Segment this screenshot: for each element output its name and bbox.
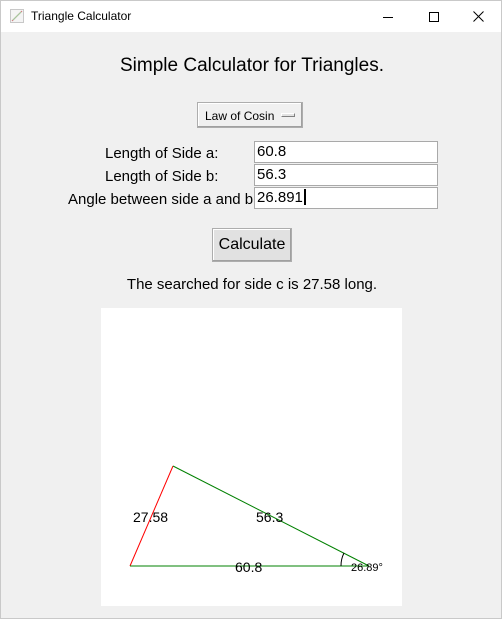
dropdown-selected-value: Law of Cosin — [205, 109, 275, 123]
side-b-line — [172, 465, 370, 567]
minimize-button[interactable] — [365, 1, 411, 32]
dropdown-indicator-icon — [281, 113, 295, 117]
angle-input[interactable]: 26.891 — [254, 187, 438, 209]
side-b-label: Length of Side b: — [105, 168, 219, 185]
side-a-label: 60.8 — [235, 559, 262, 575]
angle-label: Angle between side a and b: — [68, 191, 258, 208]
maximize-button[interactable] — [411, 1, 457, 32]
maximize-icon — [429, 11, 439, 22]
side-b-label: 56.3 — [256, 509, 283, 525]
text-cursor — [303, 189, 306, 205]
calculation-mode-dropdown[interactable]: Law of Cosin — [197, 102, 303, 128]
side-b-input[interactable]: 56.3 — [254, 164, 438, 186]
close-button[interactable] — [455, 1, 501, 32]
result-text: The searched for side c is 27.58 long. — [126, 276, 378, 293]
window-title: Triangle Calculator — [31, 9, 132, 23]
triangle-canvas: 27.58 56.3 60.8 26.89° — [101, 308, 402, 606]
side-c-label: 27.58 — [133, 509, 168, 525]
side-a-input[interactable]: 60.8 — [254, 141, 438, 163]
minimize-icon — [383, 16, 393, 18]
close-icon — [472, 11, 484, 22]
angle-value-label: 26.89° — [351, 562, 383, 574]
calculate-button[interactable]: Calculate — [212, 228, 292, 262]
angle-arc — [340, 552, 345, 567]
app-feather-icon — [10, 9, 24, 23]
side-a-label: Length of Side a: — [105, 145, 219, 162]
page-title: Simple Calculator for Triangles. — [120, 55, 384, 76]
title-bar[interactable]: Triangle Calculator — [1, 1, 501, 32]
triangle-drawing: 27.58 56.3 60.8 26.89° — [129, 465, 383, 575]
angle-input-value: 26.891 — [257, 189, 303, 206]
side-c-line — [129, 465, 174, 567]
